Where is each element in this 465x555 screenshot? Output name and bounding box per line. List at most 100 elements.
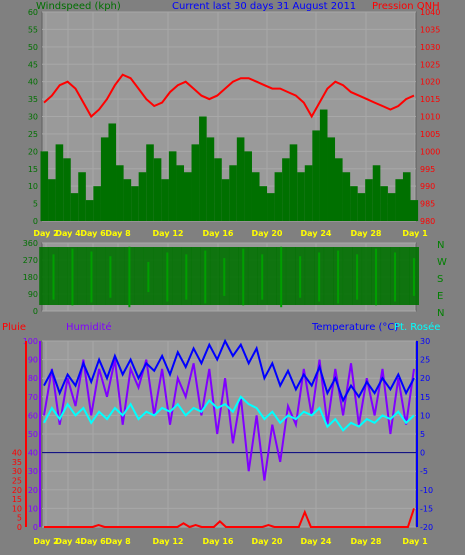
dir-band-12 [153,247,163,305]
dew-line [43,395,415,432]
wind-y-tick-12: 60 [28,8,38,17]
dir-letter-n-bottom: N [437,308,444,319]
pressure-y-tick-9: 1025 [420,60,440,69]
dir-letter-n-top: N [437,240,444,251]
wind-y-tick-5: 25 [28,130,38,139]
humidity-y-tick-9: 90 [28,356,38,365]
rht-x-tick-7: Day 24 [301,537,332,546]
humidity-y-tick-6: 60 [28,411,38,420]
wp-x-tick-8: Day 28 [351,229,382,238]
wind-bar-31 [274,172,283,221]
wind-bar-8 [100,137,109,221]
dir-band-30 [323,247,334,305]
wind-bar-30 [267,193,275,221]
wp-x-tick-5: Day 16 [203,229,234,238]
wind-bar-11 [123,179,132,221]
wind-bar-39 [334,158,343,221]
wind-title: Windspeed (kph) [36,1,121,12]
rain-y-tick-7: 35 [12,458,22,467]
wind-bar-34 [297,172,305,221]
dir-band-38 [399,247,410,305]
rht-x-tick-9: Day 1 [402,537,428,546]
wind-bar-25 [229,165,237,221]
rain-y-tick-5: 25 [12,477,22,486]
temperature-y-tick-1: -15 [420,504,433,513]
wind-bar-26 [236,137,245,221]
wind-bar-0 [40,151,49,221]
humidity-y-tick-3: 30 [28,467,38,476]
humidity-y-tick-7: 70 [28,393,38,402]
dir-y-tick-0: 0 [33,307,38,316]
wind-bar-10 [116,165,124,221]
pressure-y-tick-11: 1035 [420,25,440,34]
wind-bar-13 [138,172,147,221]
wind-bar-42 [357,193,366,221]
wind-y-tick-9: 45 [28,60,38,69]
wind-bar-1 [48,179,56,221]
wind-bar-16 [161,179,169,221]
dir-band-24 [266,247,277,305]
dir-y-tick-3: 270 [23,256,38,265]
rain-y-tick-8: 40 [12,449,22,458]
dir-band-26 [285,247,296,305]
wind-bar-47 [395,179,403,221]
dew-title: Pt. Rosée [394,321,440,333]
humidity-y-tick-0: 0 [33,523,38,532]
dir-band-34 [361,247,372,305]
pressure-y-tick-7: 1015 [420,95,440,104]
temperature-y-tick-2: -10 [420,486,433,495]
wind-bar-35 [304,165,313,221]
wind-bar-7 [93,186,101,221]
wind-bar-18 [176,165,185,221]
pressure-y-tick-5: 1005 [420,130,440,139]
dir-band-4 [77,247,87,305]
rain-y-tick-6: 30 [12,467,22,476]
wind-bar-45 [380,186,388,221]
wind-y-tick-7: 35 [28,95,38,104]
wind-y-tick-11: 55 [28,25,38,34]
pressure-y-tick-1: 985 [420,200,435,209]
rht-x-tick-8: Day 28 [351,537,382,546]
temperature-y-tick-0: -20 [420,523,433,532]
wind-bar-40 [342,172,351,221]
rht-x-tick-6: Day 20 [252,537,283,546]
pressure-title: Pression QNH [372,1,440,12]
wind-y-tick-0: 0 [33,217,38,226]
pressure-y-tick-0: 980 [420,217,435,226]
wind-bar-41 [350,186,358,221]
dir-band-0 [39,247,49,305]
rht-x-tick-5: Day 16 [203,537,234,546]
pressure-line [43,73,415,119]
dir-band-32 [342,247,353,305]
wp-x-tick-1: Day 4 [55,229,81,238]
wind-bar-29 [259,186,268,221]
wind-bar-44 [372,165,381,221]
wind-bar-22 [206,137,215,221]
rain-humidity-temperature-panel: 05101520253035400102030405060708090100-2… [12,337,433,546]
temperature-y-tick-9: 25 [420,356,430,365]
dir-band-16 [190,247,201,305]
wind-y-tick-10: 50 [28,43,38,52]
wp-x-tick-3: Day 8 [105,229,131,238]
wind-y-tick-4: 20 [28,147,38,156]
wind-bar-43 [365,179,373,221]
wind-bar-15 [153,158,162,221]
dir-letter-s: S [437,274,443,285]
dir-band-36 [380,247,391,305]
wind-direction-panel: 0 90 180 270 360 [23,239,419,316]
pressure-y-tick-4: 1000 [420,147,440,156]
wind-bar-17 [168,151,177,221]
wind-bar-12 [131,186,139,221]
temperature-y-tick-10: 30 [420,337,430,346]
dir-band-22 [247,247,258,305]
pressure-y-tick-2: 990 [420,182,435,191]
dir-band-10 [134,247,144,305]
wind-bar-24 [221,179,230,221]
rain-title: Pluie [2,322,26,333]
humidity-y-tick-2: 20 [28,486,38,495]
wp-x-tick-9: Day 1 [402,229,428,238]
dir-band-14 [172,247,182,305]
humidity-line [43,359,415,481]
wind-bar-14 [146,144,154,221]
